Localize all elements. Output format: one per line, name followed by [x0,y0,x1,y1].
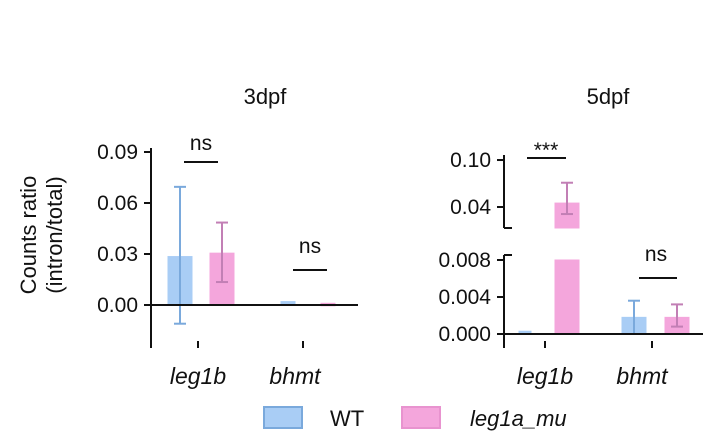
panel-3dpf: 3dpf Counts ratio (intron/total) 0.00 0.0… [16,84,358,389]
significance-leg1b: ns [190,132,212,155]
significance-bhmt: ns [299,235,321,258]
y-tick-label: 0.03 [97,243,138,266]
y-axis-label-line1: Counts ratio [16,176,41,295]
legend: WT leg1a_mu [264,406,567,431]
category-label-bhmt: bhmt [269,363,322,389]
y-tick-label: 0.06 [97,192,138,215]
figure: 3dpf Counts ratio (intron/total) 0.00 0.0… [0,0,721,441]
y-tick-label: 0.09 [97,141,138,164]
y-axis-label-line2: (intron/total) [42,176,67,293]
legend-swatch-wt [264,407,302,428]
legend-swatch-mu [402,407,440,428]
panel-title-3dpf: 3dpf [244,84,288,109]
y-tick-label: 0.10 [450,149,491,172]
category-label-bhmt: bhmt [616,363,669,389]
legend-label-mu: leg1a_mu [470,406,567,431]
y-tick-label: 0.008 [438,249,491,272]
panel-title-5dpf: 5dpf [587,84,631,109]
y-tick-label: 0.000 [438,323,491,346]
category-label-leg1b: leg1b [517,363,573,389]
y-tick-label: 0.00 [97,294,138,317]
category-label-leg1b: leg1b [170,363,226,389]
significance-leg1b: *** [534,139,559,162]
y-tick-label: 0.004 [438,286,491,309]
y-tick-label: 0.04 [450,196,491,219]
legend-label-wt: WT [330,406,364,431]
y-axis-label: Counts ratio (intron/total) [16,176,67,295]
significance-bhmt: ns [645,243,667,266]
bar-lower-leg1a_mu-leg1b [555,260,579,334]
